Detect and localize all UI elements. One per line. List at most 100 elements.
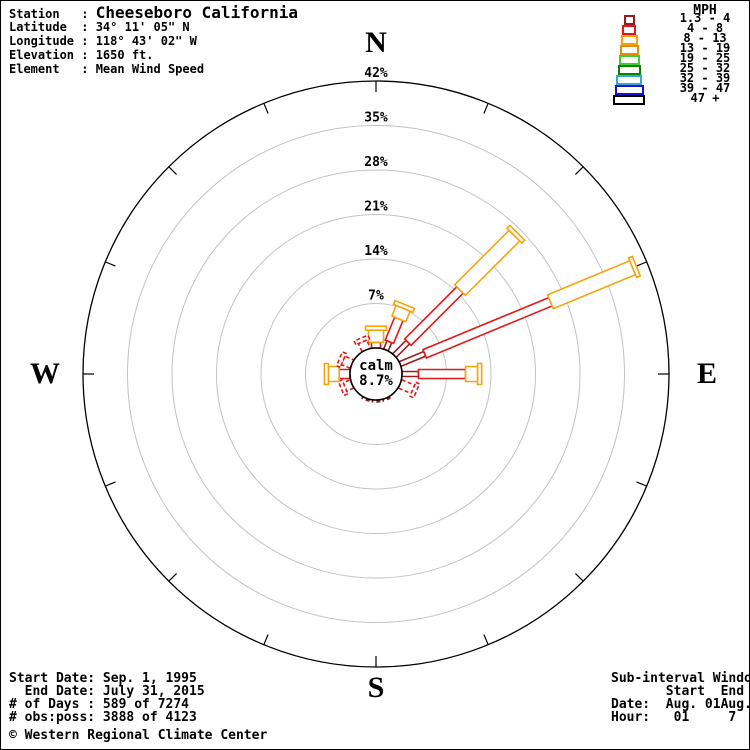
element-label: Element : — [9, 62, 96, 76]
subinterval-col-header: Start End — [611, 684, 745, 699]
wind-petal-N — [370, 341, 382, 349]
wind-petal-NE — [453, 229, 521, 297]
wind-petal-SSW — [361, 396, 370, 402]
elevation-label: Elevation : — [9, 48, 96, 62]
wind-petal-ESE-cap — [409, 381, 421, 399]
wind-petal-NNW-cap — [353, 334, 371, 346]
legend-box — [614, 85, 644, 95]
longitude-line: Longitude : 118° 43' 02" W — [9, 34, 298, 48]
wind-petal-SSE — [382, 396, 391, 402]
element-value: Mean Wind Speed — [95, 62, 205, 76]
station-line: Station : Cheeseboro California — [9, 3, 298, 22]
ring-label-21pct: 21% — [364, 200, 388, 215]
legend-box — [620, 35, 638, 45]
pct-ring — [171, 169, 581, 579]
legend-box — [617, 65, 641, 75]
subinterval-hour-line: Hour: 01 7 — [611, 710, 737, 725]
wind-petal-ENE-cap — [627, 255, 642, 279]
legend-label: 1.3 - 4 — [679, 11, 731, 25]
direction-tick — [263, 634, 269, 645]
wind-petal-WNW-cap — [335, 350, 348, 369]
subinterval-block: Sub-interval Windows Start End Date: Aug… — [611, 671, 750, 725]
wind-petal-NE — [391, 339, 411, 359]
copyright-line: © Western Regional Climate Center — [9, 728, 268, 743]
legend-label: 13 - 19 — [679, 41, 731, 55]
elevation-line: Elevation : 1650 ft. — [9, 48, 298, 62]
legend-title: MPH — [693, 3, 717, 18]
station-label: Station : — [9, 7, 96, 21]
station-value: Cheeseboro California — [95, 3, 298, 22]
direction-tick — [636, 481, 647, 487]
pct-ring — [260, 258, 492, 490]
calm-center-text: calm 8.7% — [359, 359, 393, 389]
legend-label: 39 - 47 — [679, 81, 731, 95]
end-date-line: End Date: July 31, 2015 — [9, 684, 205, 699]
ring-label-14pct: 14% — [364, 244, 388, 259]
longitude-label: Longitude : — [9, 34, 96, 48]
subinterval-title: Sub-interval Windows — [611, 671, 749, 686]
direction-tick — [105, 481, 116, 487]
direction-tick — [105, 261, 116, 267]
direction-tick — [574, 572, 584, 582]
legend-label: 25 - 32 — [679, 61, 731, 75]
wind-petal-NNE-cap — [392, 299, 416, 314]
direction-tick — [483, 103, 489, 114]
obs-count-line: # obs:poss: 3888 of 4123 — [9, 710, 197, 725]
start-date-line: Start Date: Sep. 1, 1995 — [9, 671, 197, 686]
direction-tick — [168, 572, 178, 582]
wind-petal-ENE — [398, 350, 427, 368]
wind-petal-NNE — [384, 316, 405, 345]
compass-east-label: E — [696, 357, 718, 390]
legend-box — [618, 55, 640, 65]
compass-west-label: W — [30, 357, 60, 390]
wind-petal-E-cap — [476, 362, 483, 386]
period-summary-block: Start Date: Sep. 1, 1995 End Date: July … — [9, 672, 267, 742]
ring-label-42pct: 42% — [364, 66, 388, 81]
legend-speed-pyramid — [610, 15, 648, 105]
latitude-value: 34° 11' 05" N — [95, 20, 190, 34]
legend-label: 4 - 8 — [686, 21, 724, 35]
calm-percent: 8.7% — [359, 373, 393, 389]
direction-tick — [574, 166, 584, 176]
ring-label-35pct: 35% — [364, 111, 388, 126]
ring-label-28pct: 28% — [364, 155, 388, 170]
compass-north-label: N — [365, 26, 387, 59]
longitude-value: 118° 43' 02" W — [95, 34, 197, 48]
wind-petal-ENE — [546, 259, 637, 310]
pct-ring — [216, 214, 536, 534]
direction-tick — [263, 103, 269, 114]
wind-petal-E — [417, 368, 467, 380]
pct-ring — [127, 125, 625, 623]
direction-tick — [636, 261, 647, 267]
wind-petal-WSW-cap — [337, 378, 349, 397]
wind-petal-W — [327, 365, 340, 383]
wind-petal-E — [464, 365, 479, 383]
legend-box — [613, 95, 645, 105]
wind-petal-N — [367, 329, 385, 344]
ring-label-7pct: 7% — [368, 289, 384, 304]
compass-south-label: S — [367, 671, 385, 704]
direction-tick — [168, 166, 178, 176]
wind-petal-NE-cap — [505, 224, 526, 245]
wind-petal-N-cap — [364, 325, 388, 332]
legend-box — [623, 15, 635, 25]
legend-box — [616, 75, 642, 85]
subinterval-date-line: Date: Aug. 01Aug. 31 — [611, 697, 750, 712]
latitude-line: Latitude : 34° 11' 05" N — [9, 20, 298, 34]
legend-box — [622, 25, 636, 35]
legend-label: 19 - 25 — [679, 51, 731, 65]
wind-petal-W-cap — [323, 362, 330, 386]
calm-label: calm — [359, 358, 393, 374]
days-count-line: # of Days : 589 of 7274 — [9, 697, 190, 712]
elevation-value: 1650 ft. — [95, 48, 154, 62]
legend-label: 32 - 39 — [679, 71, 731, 85]
direction-tick — [483, 634, 489, 645]
element-line: Element : Mean Wind Speed — [9, 62, 298, 76]
wind-petal-W — [338, 368, 351, 380]
latitude-label: Latitude : — [9, 20, 96, 34]
station-info-block: Station : Cheeseboro California Latitude… — [9, 3, 298, 77]
wind-petal-E — [401, 370, 420, 378]
